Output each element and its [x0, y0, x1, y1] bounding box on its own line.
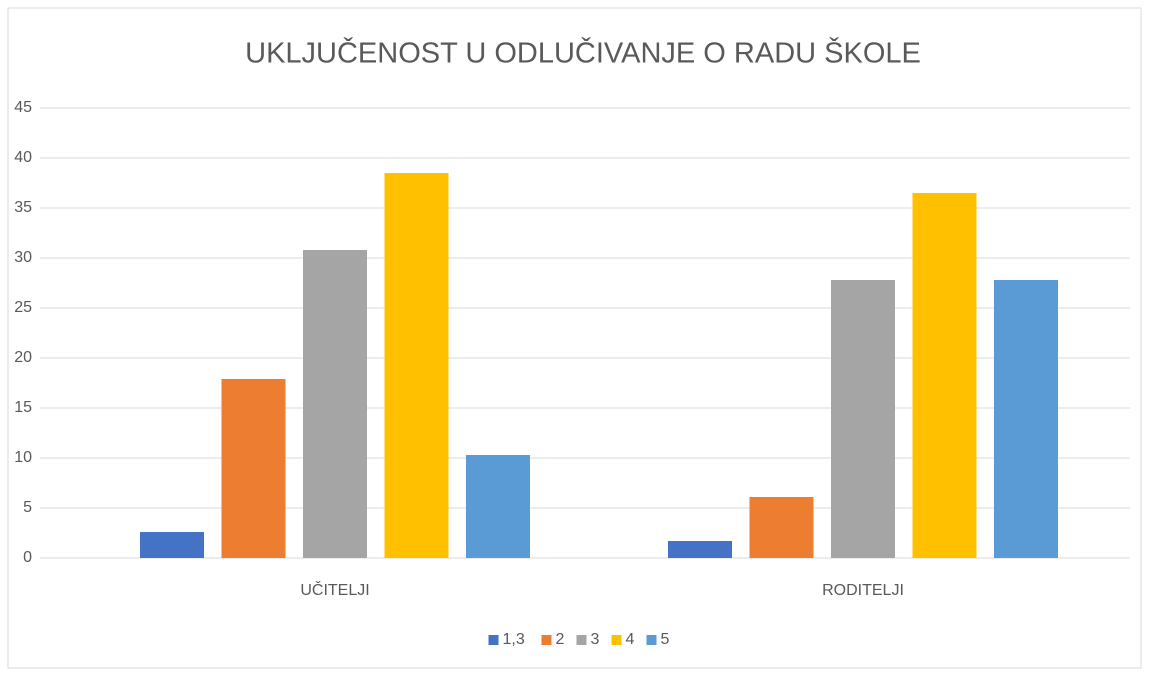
y-tick-label: 35 [14, 199, 32, 216]
legend-swatch [576, 635, 587, 645]
chart-title: UKLJUČENOST U ODLUČIVANJE O RADU ŠKOLE [245, 36, 921, 70]
bar [466, 455, 530, 558]
legend-label: 5 [661, 631, 670, 648]
x-tick-label: UČITELJI [300, 580, 369, 599]
legend-label: 2 [556, 631, 565, 648]
legend-swatch [646, 635, 657, 645]
y-tick-label: 30 [14, 249, 32, 266]
y-tick-label: 20 [14, 349, 32, 366]
y-tick-label: 25 [14, 299, 32, 316]
bar [668, 541, 732, 558]
bar [994, 280, 1058, 558]
legend-swatch [541, 635, 552, 645]
bar [749, 497, 814, 558]
bar [140, 532, 204, 558]
y-tick-label: 0 [23, 549, 32, 566]
legend-swatch [488, 635, 499, 645]
y-tick-label: 15 [14, 399, 32, 416]
legend-label: 1,3 [503, 631, 525, 648]
legend-label: 4 [626, 631, 635, 648]
bar [221, 379, 286, 558]
bar [831, 280, 895, 558]
x-tick-label: RODITELJI [822, 582, 904, 599]
legend-label: 3 [591, 631, 600, 648]
y-tick-label: 10 [14, 449, 32, 466]
y-tick-label: 45 [14, 99, 32, 116]
bar [912, 193, 977, 558]
bar [303, 250, 367, 558]
y-tick-label: 5 [23, 499, 32, 516]
legend-swatch [611, 635, 622, 645]
bar [384, 173, 449, 558]
y-tick-label: 40 [14, 149, 32, 166]
